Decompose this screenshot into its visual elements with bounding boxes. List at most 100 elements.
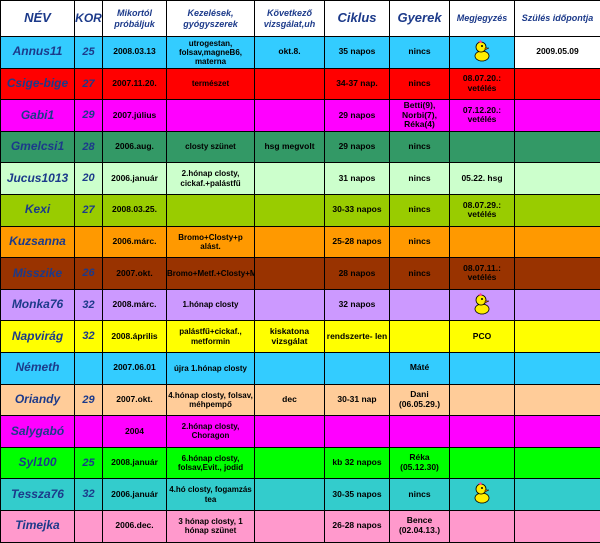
table-row-tessza76: Tessza76 32 2006.január 4.hó closty, fog…	[1, 479, 600, 511]
cell-megjegyzes	[450, 37, 515, 69]
cell-megjegyzes	[450, 352, 515, 384]
cell-ciklus: rendszerte- len	[325, 321, 390, 353]
cell-ciklus: 30-35 napos	[325, 479, 390, 511]
cell-nev: Gabi1	[1, 100, 75, 132]
cell-gyerek	[390, 321, 450, 353]
cell-kor	[75, 352, 103, 384]
cell-mikortol: 2008.03.25.	[103, 194, 167, 226]
cell-kovetkezo	[255, 447, 325, 479]
table-row-oriandy: Oriandy 29 2007.okt. 4.hónap closty, fol…	[1, 384, 600, 416]
cell-nev: Németh	[1, 352, 75, 384]
cell-megjegyzes: 08.07.29.: vetélés	[450, 194, 515, 226]
cell-megjegyzes	[450, 510, 515, 542]
cell-kor: 32	[75, 321, 103, 353]
cell-kovetkezo	[255, 194, 325, 226]
cell-szules	[515, 194, 600, 226]
cell-mikortol: 2007.okt.	[103, 384, 167, 416]
cell-kor: 26	[75, 258, 103, 290]
table-row-syl100: Syl100 25 2008.január 6.hónap closty, fo…	[1, 447, 600, 479]
cell-gyerek: nincs	[390, 226, 450, 258]
cell-gyerek: Bence (02.04.13.)	[390, 510, 450, 542]
cell-kezeles: 4.hó closty, fogamzás tea	[167, 479, 255, 511]
cell-nev: Jucus1013	[1, 163, 75, 195]
cell-mikortol: 2008.márc.	[103, 289, 167, 321]
header-nev: NÉV	[1, 1, 75, 37]
cell-nev: Kuzsanna	[1, 226, 75, 258]
cell-kovetkezo	[255, 479, 325, 511]
cell-szules	[515, 352, 600, 384]
cell-mikortol: 2007.06.01	[103, 352, 167, 384]
cell-szules	[515, 447, 600, 479]
cell-kezeles: természet	[167, 68, 255, 100]
header-kovetkezo: Következő vizsgálat,uh	[255, 1, 325, 37]
cell-kezeles: utrogestan, folsav,magneB6, materna	[167, 37, 255, 69]
cell-kezeles: 2.hónap closty, cickaf.+palástfű	[167, 163, 255, 195]
cell-kovetkezo	[255, 226, 325, 258]
cell-mikortol: 2008.03.13	[103, 37, 167, 69]
cell-nev: Napvirág	[1, 321, 75, 353]
cell-nev: Annus11	[1, 37, 75, 69]
cell-kovetkezo: okt.8.	[255, 37, 325, 69]
cell-kovetkezo: dec	[255, 384, 325, 416]
table-row-annus11: Annus11 25 2008.03.13 utrogestan, folsav…	[1, 37, 600, 69]
table-row-gabi1: Gabi1 29 2007.július 29 napos Betti(9), …	[1, 100, 600, 132]
cell-ciklus	[325, 352, 390, 384]
table-row-monka76: Monka76 32 2008.márc. 1.hónap closty 32 …	[1, 289, 600, 321]
cell-ciklus: 26-28 napos	[325, 510, 390, 542]
cell-kor: 25	[75, 447, 103, 479]
cell-ciklus: 31 napos	[325, 163, 390, 195]
cell-kor: 20	[75, 163, 103, 195]
cell-kovetkezo	[255, 289, 325, 321]
cell-kovetkezo: hsg megvolt	[255, 131, 325, 163]
cell-mikortol: 2007.július	[103, 100, 167, 132]
cell-mikortol: 2008.január	[103, 447, 167, 479]
cell-kovetkezo	[255, 352, 325, 384]
cell-mikortol: 2006.aug.	[103, 131, 167, 163]
cell-ciklus: 30-31 nap	[325, 384, 390, 416]
cell-kovetkezo	[255, 510, 325, 542]
cell-szules: 2009.05.09	[515, 37, 600, 69]
header-row: NÉV KOR Mikortól próbáljuk Kezelések, gy…	[1, 1, 600, 37]
cell-gyerek: nincs	[390, 479, 450, 511]
cell-szules	[515, 226, 600, 258]
cell-kezeles: Bromo+Closty+p alást.	[167, 226, 255, 258]
table-row-csige-bige: Csige-bige 27 2007.11.20. természet 34-3…	[1, 68, 600, 100]
cell-szules	[515, 479, 600, 511]
cell-ciklus: kb 32 napos	[325, 447, 390, 479]
cell-ciklus: 30-33 napos	[325, 194, 390, 226]
header-megjegyzes: Megjegyzés	[450, 1, 515, 37]
cell-mikortol: 2006.január	[103, 479, 167, 511]
cell-ciklus: 25-28 napos	[325, 226, 390, 258]
cell-kovetkezo	[255, 258, 325, 290]
cell-nev: Oriandy	[1, 384, 75, 416]
cell-kovetkezo	[255, 68, 325, 100]
cell-megjegyzes	[450, 226, 515, 258]
header-kezelesek: Kezelések, gyógyszerek	[167, 1, 255, 37]
cell-szules	[515, 416, 600, 448]
cell-ciklus	[325, 416, 390, 448]
table-row-misszike: Misszike 26 2007.okt. Bromo+Metf.+Closty…	[1, 258, 600, 290]
cell-mikortol: 2007.11.20.	[103, 68, 167, 100]
cell-kor: 28	[75, 131, 103, 163]
cell-gyerek: Dani (06.05.29.)	[390, 384, 450, 416]
cell-megjegyzes	[450, 479, 515, 511]
cell-kor: 27	[75, 194, 103, 226]
cell-mikortol: 2004	[103, 416, 167, 448]
cell-kezeles: Bromo+Metf.+Closty+Mio+Chorag.	[167, 258, 255, 290]
cell-szules	[515, 100, 600, 132]
duck-icon	[472, 293, 492, 318]
cell-gyerek: nincs	[390, 194, 450, 226]
cell-ciklus: 29 napos	[325, 100, 390, 132]
duck-icon	[472, 40, 492, 65]
cell-kovetkezo	[255, 163, 325, 195]
cell-megjegyzes	[450, 447, 515, 479]
cell-szules	[515, 321, 600, 353]
cell-gyerek: Máté	[390, 352, 450, 384]
cell-mikortol: 2007.okt.	[103, 258, 167, 290]
cell-kezeles: closty szünet	[167, 131, 255, 163]
cell-ciklus: 35 napos	[325, 37, 390, 69]
table-row-jucus1013: Jucus1013 20 2006.január 2.hónap closty,…	[1, 163, 600, 195]
cell-megjegyzes: 08.07.11.: vetélés	[450, 258, 515, 290]
cell-mikortol: 2006.dec.	[103, 510, 167, 542]
